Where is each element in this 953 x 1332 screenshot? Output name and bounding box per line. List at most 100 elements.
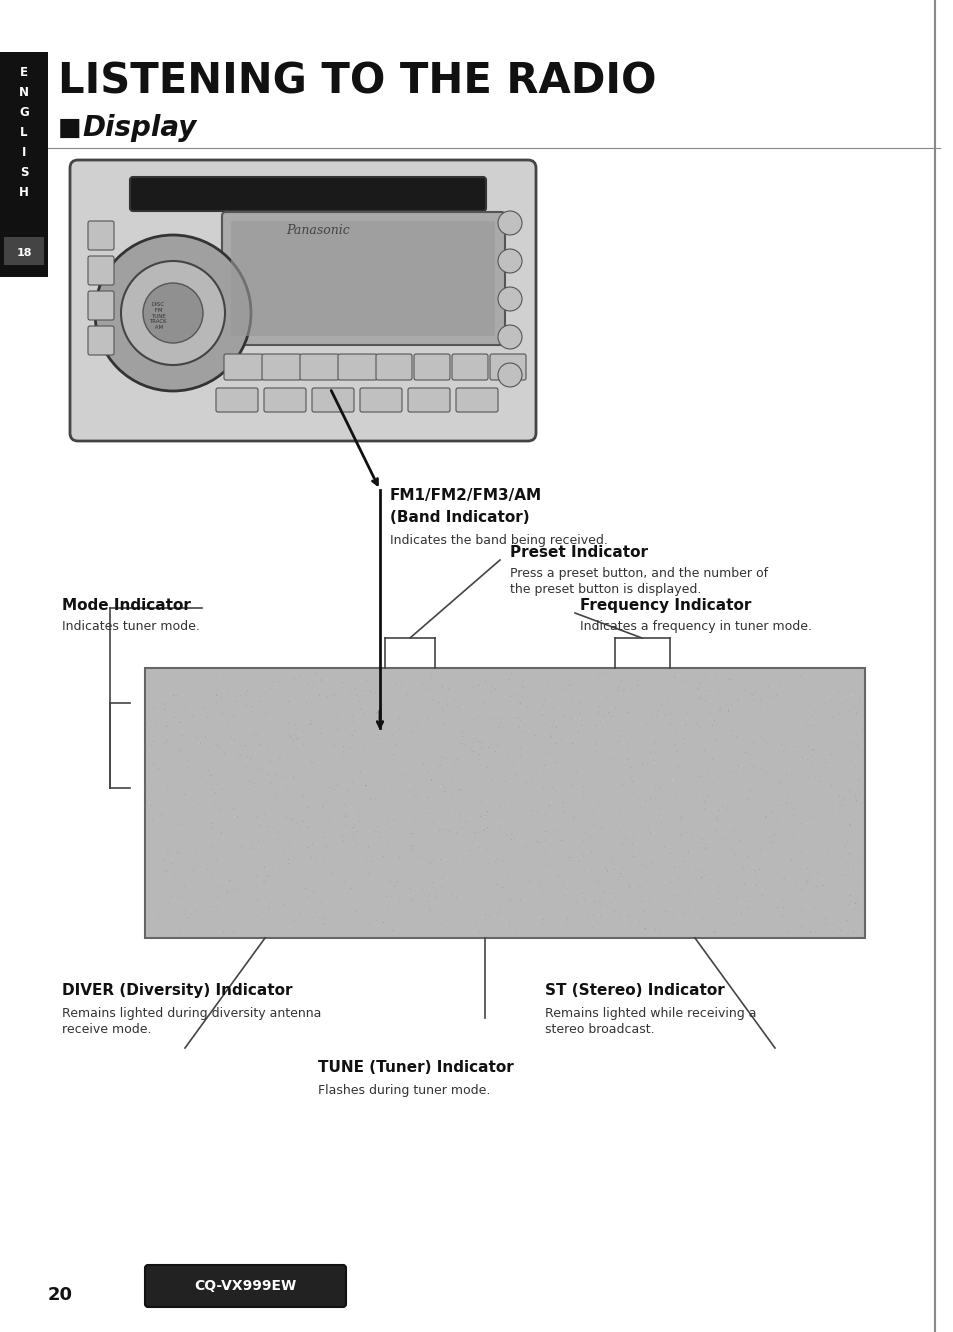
Point [683, 725, 699, 746]
Point [476, 778, 492, 799]
Point [779, 738, 794, 759]
Point [193, 755, 208, 777]
Point [367, 682, 382, 703]
Point [810, 703, 825, 725]
Point [528, 666, 543, 687]
Point [354, 705, 369, 726]
Point [573, 876, 588, 898]
Point [666, 787, 681, 809]
Point [822, 876, 838, 898]
Point [624, 863, 639, 884]
Point [684, 809, 700, 830]
Point [702, 707, 718, 729]
Point [413, 914, 428, 935]
Point [651, 906, 666, 927]
Point [203, 765, 218, 786]
Point [560, 844, 576, 866]
Point [416, 753, 431, 774]
Point [150, 783, 165, 805]
Point [841, 894, 856, 915]
Point [387, 876, 402, 898]
Point [471, 675, 486, 697]
Point [723, 719, 739, 741]
Point [529, 831, 544, 852]
Point [247, 829, 262, 850]
Point [753, 709, 768, 730]
Point [284, 814, 299, 835]
Point [471, 745, 486, 766]
Point [158, 860, 173, 882]
Point [163, 809, 178, 830]
Point [442, 888, 457, 910]
Point [335, 671, 350, 693]
Point [157, 710, 172, 731]
Point [474, 755, 489, 777]
Point [541, 727, 557, 749]
Point [388, 872, 403, 894]
Point [478, 838, 494, 859]
Point [509, 826, 524, 847]
Point [452, 779, 467, 801]
Point [252, 819, 267, 840]
Point [469, 705, 484, 726]
Point [569, 850, 584, 871]
Point [818, 862, 833, 883]
Point [614, 892, 629, 914]
Point [469, 834, 484, 855]
Point [428, 887, 443, 908]
Point [747, 745, 762, 766]
Point [776, 729, 791, 750]
Point [532, 907, 547, 928]
Point [490, 690, 505, 711]
Point [430, 795, 445, 817]
Point [561, 675, 577, 697]
Point [635, 754, 650, 775]
Point [226, 922, 241, 943]
Text: the preset button is displayed.: the preset button is displayed. [510, 583, 700, 595]
Point [468, 823, 483, 844]
Point [205, 665, 220, 686]
Point [392, 751, 407, 773]
Point [792, 912, 807, 934]
Point [802, 670, 818, 691]
Point [565, 733, 580, 754]
Point [375, 846, 391, 867]
Point [815, 875, 830, 896]
Point [364, 906, 379, 927]
Point [437, 829, 453, 850]
Point [374, 730, 389, 751]
Point [484, 899, 499, 920]
Point [183, 791, 198, 813]
Point [235, 663, 251, 685]
Point [233, 745, 248, 766]
Point [625, 823, 640, 844]
Point [657, 830, 672, 851]
Point [809, 741, 824, 762]
Point [679, 674, 695, 695]
Point [663, 673, 679, 694]
Point [541, 852, 557, 874]
Point [215, 884, 231, 906]
Point [241, 840, 256, 862]
Point [352, 875, 367, 896]
Point [373, 677, 388, 698]
Point [736, 757, 751, 778]
Point [251, 725, 266, 746]
Point [471, 836, 486, 858]
Point [299, 693, 314, 714]
Point [411, 846, 426, 867]
Point [290, 718, 305, 739]
Point [335, 745, 350, 766]
Point [682, 697, 698, 718]
Point [775, 721, 790, 742]
Point [304, 830, 319, 851]
Point [673, 794, 688, 815]
Point [227, 798, 242, 819]
Point [571, 904, 586, 926]
Point [613, 803, 628, 825]
Point [304, 834, 319, 855]
Point [420, 891, 436, 912]
Point [330, 731, 345, 753]
Point [451, 887, 466, 908]
Point [659, 911, 675, 932]
